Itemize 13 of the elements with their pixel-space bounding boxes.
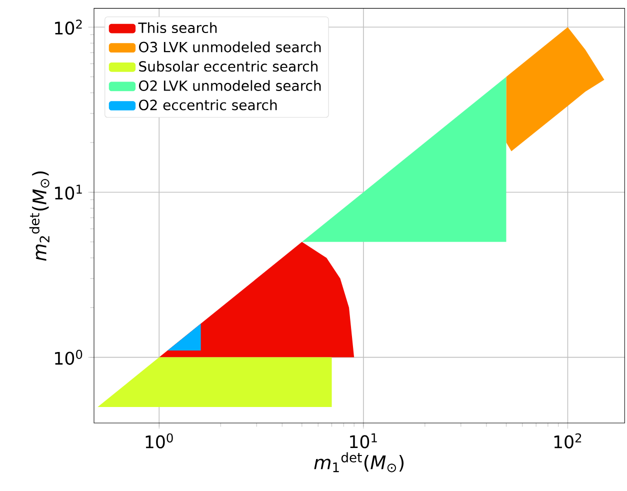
y-axis-title: m$_{2}$$^{det}$(M$_{⊙}$) [29,171,50,261]
x-tick-label: 10$^{1}$ [350,433,377,448]
legend-label: O3 LVK unmodeled search [139,42,321,52]
y-tick-label: 10$^{0}$ [55,350,82,365]
legend-label: O2 LVK unmodeled search [139,80,321,91]
legend-label: This search [138,22,217,34]
legend-label: Subsolar eccentric search [139,60,318,72]
x-tick-label: 10$^{0}$ [146,433,173,448]
x-axis-title: m$_{1}$$^{det}$(M$_{⊙}$) [314,452,404,472]
legend-label: O2 eccentric search [139,99,277,110]
y-tick-label: 10$^{2}$ [55,20,82,35]
y-tick-label: 10$^{1}$ [55,184,82,200]
x-tick-label: 10$^{2}$ [554,433,582,448]
